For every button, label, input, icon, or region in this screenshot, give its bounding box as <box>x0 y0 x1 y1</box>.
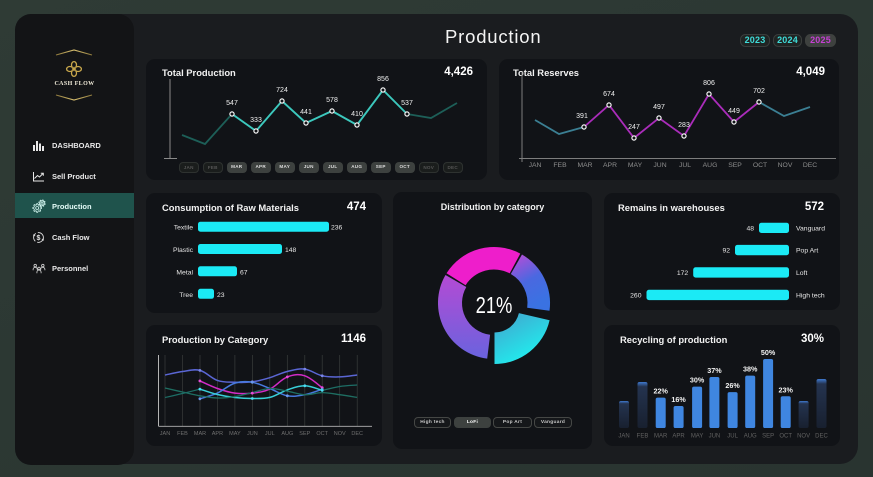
svg-text:283: 283 <box>678 122 690 129</box>
svg-text:247: 247 <box>628 124 640 131</box>
svg-text:APR: APR <box>212 431 223 437</box>
svg-text:SEP: SEP <box>762 434 774 440</box>
svg-text:578: 578 <box>326 97 338 104</box>
svg-text:48: 48 <box>746 225 754 232</box>
svg-text:Loft: Loft <box>796 270 807 277</box>
svg-text:JUN: JUN <box>653 162 666 169</box>
svg-text:MAY: MAY <box>628 162 643 169</box>
svg-text:410: 410 <box>351 111 363 118</box>
svg-text:FEB: FEB <box>637 434 649 440</box>
svg-text:724: 724 <box>276 87 288 94</box>
svg-text:NOV: NOV <box>334 431 346 437</box>
svg-text:SEP: SEP <box>728 162 742 169</box>
svg-text:26%: 26% <box>725 381 740 390</box>
svg-text:30%: 30% <box>690 376 705 385</box>
svg-text:67: 67 <box>240 270 248 277</box>
svg-text:23: 23 <box>217 292 225 299</box>
svg-text:Textile: Textile <box>174 225 193 232</box>
svg-text:702: 702 <box>753 88 765 95</box>
svg-text:MAR: MAR <box>654 434 668 440</box>
svg-text:391: 391 <box>576 113 588 120</box>
svg-text:260: 260 <box>630 292 642 299</box>
svg-text:547: 547 <box>226 100 238 107</box>
svg-text:21%: 21% <box>476 293 513 318</box>
svg-text:856: 856 <box>377 76 389 83</box>
svg-text:172: 172 <box>677 270 689 277</box>
svg-text:497: 497 <box>653 104 665 111</box>
svg-text:MAY: MAY <box>229 431 241 437</box>
svg-text:AUG: AUG <box>703 162 718 169</box>
svg-text:MAR: MAR <box>577 162 592 169</box>
svg-text:441: 441 <box>300 109 312 116</box>
svg-text:APR: APR <box>603 162 617 169</box>
svg-text:MAY: MAY <box>691 434 704 440</box>
svg-text:FEB: FEB <box>553 162 567 169</box>
svg-text:MAR: MAR <box>194 431 206 437</box>
svg-text:High tech: High tech <box>796 292 825 299</box>
svg-text:NOV: NOV <box>797 434 810 440</box>
svg-text:OCT: OCT <box>753 162 767 169</box>
svg-text:AUG: AUG <box>281 431 293 437</box>
svg-text:JUN: JUN <box>247 431 258 437</box>
svg-text:92: 92 <box>722 248 730 255</box>
svg-text:NOV: NOV <box>778 162 793 169</box>
svg-text:JAN: JAN <box>618 434 629 440</box>
svg-text:38%: 38% <box>743 365 758 374</box>
svg-text:16%: 16% <box>671 395 686 404</box>
svg-text:OCT: OCT <box>316 431 328 437</box>
svg-text:JUL: JUL <box>679 162 691 169</box>
svg-text:Vanguard: Vanguard <box>796 225 825 232</box>
svg-text:JUL: JUL <box>727 434 738 440</box>
svg-text:FEB: FEB <box>177 431 188 437</box>
svg-text:SEP: SEP <box>299 431 310 437</box>
svg-text:23%: 23% <box>779 385 794 394</box>
svg-text:DEC: DEC <box>815 434 828 440</box>
svg-text:APR: APR <box>672 434 685 440</box>
svg-text:22%: 22% <box>654 387 669 396</box>
svg-text:333: 333 <box>250 117 262 124</box>
svg-text:50%: 50% <box>761 348 776 357</box>
svg-text:DEC: DEC <box>351 431 363 437</box>
svg-text:806: 806 <box>703 80 715 87</box>
svg-text:674: 674 <box>603 91 615 98</box>
svg-text:537: 537 <box>401 100 413 107</box>
svg-text:JUN: JUN <box>709 434 721 440</box>
svg-text:JAN: JAN <box>160 431 170 437</box>
svg-text:DEC: DEC <box>803 162 817 169</box>
svg-text:Metal: Metal <box>176 270 193 277</box>
svg-text:148: 148 <box>285 247 297 254</box>
svg-text:JUL: JUL <box>265 431 275 437</box>
svg-text:OCT: OCT <box>779 434 792 440</box>
svg-text:Plastic: Plastic <box>173 247 194 254</box>
svg-text:Pop Art: Pop Art <box>796 248 818 255</box>
svg-text:AUG: AUG <box>744 434 757 440</box>
svg-text:JAN: JAN <box>529 162 542 169</box>
svg-text:Tree: Tree <box>179 292 193 299</box>
svg-text:$: $ <box>37 235 41 242</box>
svg-text:37%: 37% <box>707 366 722 375</box>
svg-text:449: 449 <box>728 108 740 115</box>
svg-text:236: 236 <box>331 225 343 232</box>
